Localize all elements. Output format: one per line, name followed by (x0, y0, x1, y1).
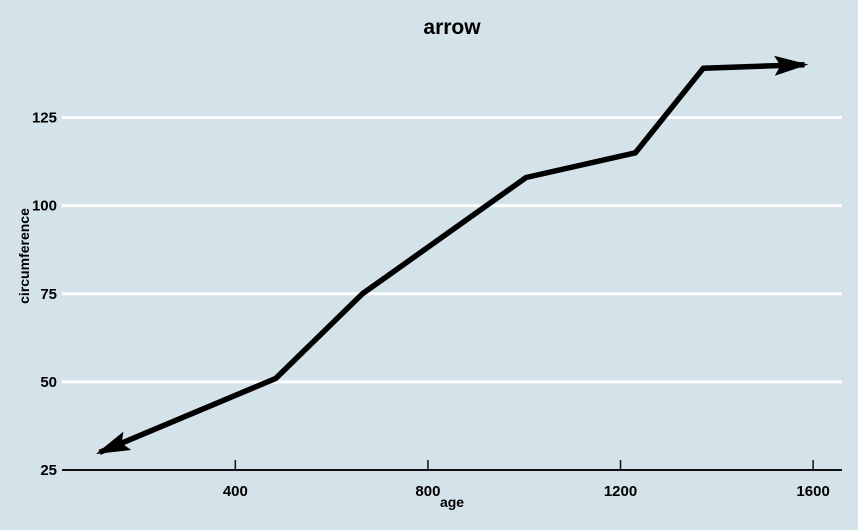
y-tick-label: 100 (32, 198, 57, 215)
x-tick-label: 1600 (796, 483, 829, 500)
x-axis-label: age (439, 494, 465, 510)
y-tick-label: 125 (32, 110, 57, 127)
y-tick-label: 50 (40, 374, 57, 391)
y-tick-label: 75 (40, 286, 57, 303)
data-series-line (95, 55, 809, 455)
x-tick-label: 1200 (604, 483, 637, 500)
chart-title: arrow (423, 16, 481, 39)
x-tick-label: 400 (223, 483, 248, 500)
y-tick-label: 25 (40, 462, 57, 479)
x-tick-label: 800 (415, 483, 440, 500)
